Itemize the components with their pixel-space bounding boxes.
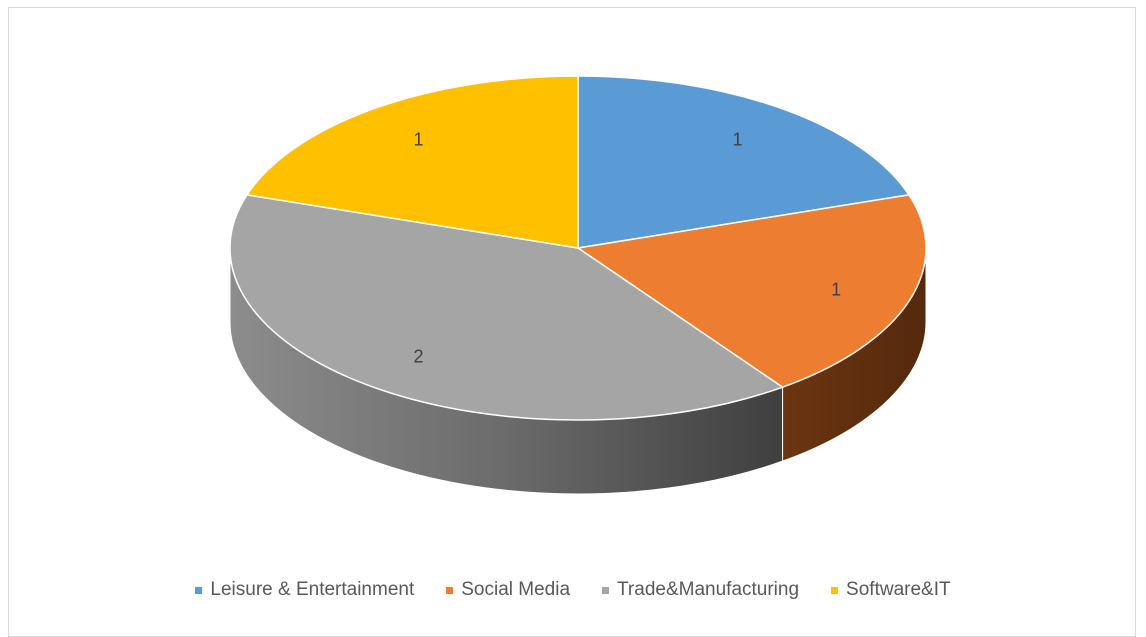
legend-swatch <box>195 586 203 594</box>
pie-chart: 1 1 2 1 <box>229 75 927 495</box>
legend-swatch <box>446 586 454 594</box>
legend-item-social-media: Social Media <box>446 579 570 601</box>
legend: Leisure & Entertainment Social Media Trade… <box>0 577 1146 603</box>
pie-slice-leisure-entertainment <box>577 75 911 249</box>
pie-slice-trade-manufacturing <box>229 194 785 421</box>
data-label-trade-manufacturing: 2 <box>413 347 423 367</box>
legend-label: Social Media <box>461 579 571 600</box>
pie-slice-software-it <box>245 75 579 249</box>
legend-swatch <box>602 586 610 594</box>
data-label-software-it: 1 <box>413 129 423 149</box>
data-label-social-media: 1 <box>831 279 841 299</box>
legend-label: Software&IT <box>846 579 951 600</box>
legend-swatch <box>831 586 839 594</box>
legend-item-leisure-entertainment: Leisure & Entertainment <box>195 579 414 601</box>
legend-item-trade-manufacturing: Trade&Manufacturing <box>602 579 799 601</box>
legend-item-software-it: Software&IT <box>831 579 951 601</box>
legend-label: Leisure & Entertainment <box>210 579 415 600</box>
legend-label: Trade&Manufacturing <box>617 579 800 600</box>
pie-slice-social-media <box>576 194 927 388</box>
data-label-leisure-entertainment: 1 <box>733 129 743 149</box>
